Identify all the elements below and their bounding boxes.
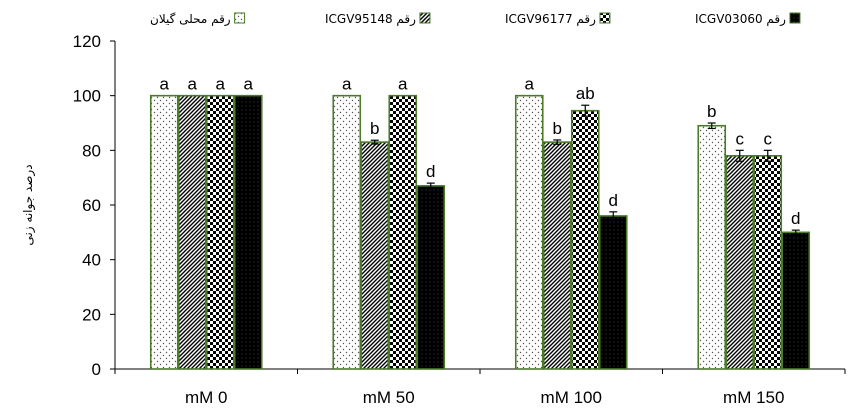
legend-swatch [599, 12, 611, 24]
significance-letter: ab [576, 84, 595, 103]
y-axis-label: درصد جوانه زنی [21, 164, 36, 245]
y-tick-label: 80 [82, 141, 101, 160]
significance-letter: d [426, 162, 435, 181]
significance-letter: a [525, 75, 535, 94]
x-tick-label: mM 100 [541, 388, 602, 407]
bar [233, 94, 263, 370]
legend-label: رقم ICGV03060 [695, 12, 786, 27]
significance-letter: d [791, 209, 800, 228]
legend-label: رقم ICGV96177 [505, 12, 596, 27]
chart-legend: رقم محلی گیلان رقم ICGV95148 رقم ICGV96177… [150, 12, 801, 27]
x-tick-label: mM 50 [363, 388, 415, 407]
significance-letter: b [370, 119, 379, 138]
significance-letter: a [244, 75, 254, 94]
bar [416, 185, 446, 370]
y-axis: 0 20 40 60 80 100 120 [73, 32, 116, 379]
significance-letter: c [736, 129, 745, 148]
bar [570, 109, 600, 370]
significance-letter: a [216, 75, 226, 94]
bar [725, 155, 755, 370]
x-axis: mM 0 mM 50 mM 100 mM 150 [114, 368, 846, 407]
significance-letter: d [609, 191, 618, 210]
legend-swatch [419, 12, 431, 24]
legend-label: رقم محلی گیلان [150, 12, 231, 27]
bar [360, 141, 390, 370]
significance-letter: c [764, 129, 773, 148]
y-tick-label: 40 [82, 251, 101, 270]
bar [514, 94, 544, 370]
significance-letter: a [160, 75, 170, 94]
y-tick-label: 60 [82, 196, 101, 215]
legend-swatch [234, 12, 246, 24]
bar [388, 94, 418, 370]
y-tick-label: 120 [73, 32, 101, 51]
bar [205, 94, 235, 370]
x-tick-label: mM 0 [185, 388, 228, 407]
y-tick-label: 0 [92, 360, 101, 379]
x-tick-label: mM 150 [723, 388, 784, 407]
significance-letter: a [188, 75, 198, 94]
bar [177, 94, 207, 370]
significance-letter: a [342, 75, 352, 94]
bar [149, 94, 179, 370]
significance-letter: b [553, 119, 562, 138]
y-tick-label: 20 [82, 305, 101, 324]
bar [598, 215, 628, 370]
y-tick-label: 100 [73, 87, 101, 106]
bar [542, 141, 572, 370]
significance-letter: b [707, 102, 716, 121]
bar [332, 94, 362, 370]
bar [697, 124, 727, 370]
bar [753, 155, 783, 370]
bar [781, 231, 811, 370]
significance-letter: a [398, 75, 408, 94]
legend-swatch [789, 12, 801, 24]
legend-label: رقم ICGV95148 [325, 12, 416, 27]
